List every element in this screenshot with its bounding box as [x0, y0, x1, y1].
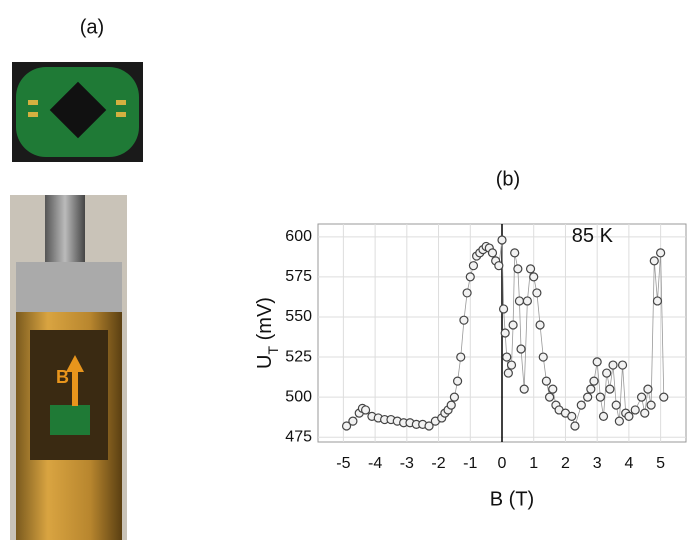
- data-point: [532, 288, 542, 298]
- data-point: [506, 360, 517, 370]
- data-point: [643, 384, 653, 394]
- data-point: [452, 376, 463, 386]
- data-point: [513, 264, 523, 274]
- data-point: [459, 315, 469, 325]
- y-axis-label-part: T: [265, 346, 281, 355]
- photo-letter: B: [56, 367, 69, 387]
- data-point: [659, 392, 669, 402]
- data-point: [538, 352, 548, 362]
- x-tick-label: 2: [561, 455, 570, 472]
- data-point: [424, 421, 434, 431]
- data-point: [456, 352, 466, 362]
- data-point: [586, 384, 596, 394]
- data-point: [500, 328, 510, 338]
- y-tick-label: 475: [285, 428, 312, 445]
- data-point: [646, 400, 656, 410]
- data-point: [583, 392, 593, 402]
- x-tick-label: 3: [593, 455, 602, 472]
- data-point: [487, 248, 498, 258]
- data-point: [449, 392, 460, 402]
- data-point: [614, 416, 624, 426]
- y-axis-label-part: U: [254, 355, 276, 369]
- x-tick-label: -5: [336, 455, 350, 472]
- x-tick-label: 1: [529, 455, 538, 472]
- data-point: [617, 360, 628, 370]
- y-tick-label: 525: [285, 348, 312, 365]
- data-point: [630, 405, 640, 415]
- data-point: [611, 400, 621, 410]
- data-point: [503, 368, 513, 378]
- data-point: [516, 344, 526, 354]
- data-point: [446, 400, 456, 410]
- data-point: [624, 411, 634, 421]
- data-point: [567, 411, 577, 421]
- y-axis-label-part: (mV): [254, 297, 276, 346]
- data-point: [348, 416, 358, 426]
- data-point: [341, 421, 352, 431]
- data-point: [570, 421, 580, 431]
- data-point: [598, 411, 609, 421]
- data-point: [468, 261, 479, 271]
- data-point: [535, 320, 545, 330]
- data-point: [497, 235, 507, 245]
- data-point: [498, 304, 509, 314]
- data-point: [592, 357, 602, 367]
- data-point: [508, 320, 518, 330]
- data-point: [640, 408, 650, 418]
- data-point: [548, 384, 558, 394]
- data-point: [602, 368, 612, 378]
- data-point: [605, 384, 615, 394]
- data-point: [510, 248, 520, 258]
- data-point: [529, 272, 539, 282]
- x-tick-label: -2: [431, 455, 445, 472]
- data-point: [465, 272, 475, 282]
- data-point: [656, 248, 666, 258]
- panel-label: (b): [496, 168, 520, 190]
- panel-label: (a): [80, 16, 104, 38]
- data-point: [525, 264, 536, 274]
- data-point: [636, 392, 647, 402]
- photo-sample-board: [12, 62, 143, 162]
- annotation: 85 K: [572, 225, 614, 247]
- x-tick-label: -4: [368, 455, 382, 472]
- y-tick-label: 575: [285, 268, 312, 285]
- x-tick-label: -1: [463, 455, 477, 472]
- data-point: [502, 352, 512, 362]
- data-point: [576, 400, 586, 410]
- data-point: [514, 296, 525, 306]
- x-tick-label: -3: [400, 455, 414, 472]
- photo-sample-holder: B: [10, 195, 127, 540]
- x-axis-label: B (T): [490, 488, 534, 510]
- y-tick-label: 500: [285, 388, 312, 405]
- x-tick-label: 4: [624, 455, 633, 472]
- data-point: [360, 405, 371, 415]
- data-point: [522, 296, 532, 306]
- data-point: [462, 288, 472, 298]
- data-point: [608, 360, 618, 370]
- x-tick-label: 5: [656, 455, 665, 472]
- y-tick-label: 600: [285, 228, 312, 245]
- data-point: [595, 392, 605, 402]
- data-point: [652, 296, 663, 306]
- data-point: [541, 376, 552, 386]
- y-axis-label: UT (mV): [254, 297, 280, 369]
- y-tick-label: 550: [285, 308, 312, 325]
- data-point: [519, 384, 529, 394]
- data-point: [589, 376, 599, 386]
- data-point: [544, 392, 555, 402]
- data-point: [649, 256, 659, 266]
- x-tick-label: 0: [498, 455, 507, 472]
- data-point: [494, 261, 504, 271]
